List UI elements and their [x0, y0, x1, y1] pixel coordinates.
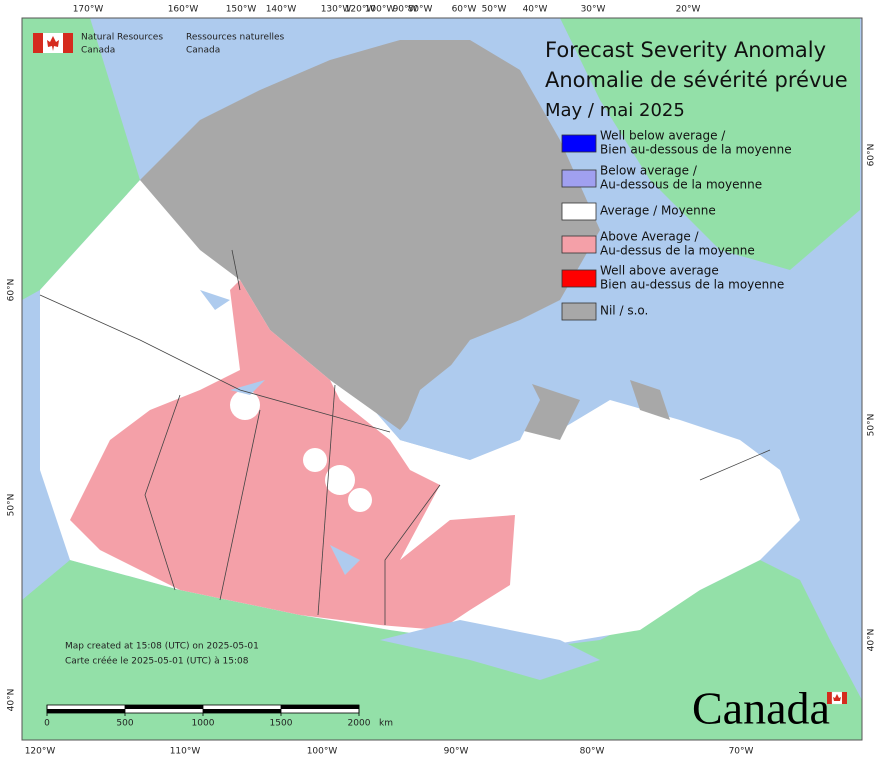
legend-label: Bien au-dessous de la moyenne [600, 143, 792, 157]
graticule-label: 30°W [581, 5, 606, 15]
legend-swatch [561, 202, 597, 221]
boundaries [39, 249, 771, 625]
scale-bar-segment [281, 705, 359, 709]
graticule-label: 110°W [170, 747, 201, 757]
graticule-label: 60°N [867, 144, 877, 167]
graticule-label: 50°N [867, 414, 877, 437]
graticule-label: 70°W [729, 747, 754, 757]
scale-bar: 0 500 1000 1500 2000 km [44, 704, 393, 729]
graticule-label: 60°W [452, 5, 477, 15]
graticule-label: 150°W [226, 5, 257, 15]
graticule-label: 120°W [25, 747, 56, 757]
graticule-label: 40°N [867, 629, 877, 652]
scale-label: 500 [116, 719, 133, 729]
legend-swatch [561, 269, 597, 288]
subtitle: May / mai 2025 [545, 100, 685, 121]
legend-label: Well below average / [600, 129, 726, 143]
graticule-label: 40°N [7, 689, 17, 712]
hole [230, 390, 260, 420]
scale-bar-segment [47, 709, 125, 713]
nrcan-logo [33, 33, 73, 53]
wordmark: Canada [692, 683, 830, 734]
scale-label: 0 [44, 719, 50, 729]
scale-bar-segment [125, 705, 203, 709]
canada-nil [140, 40, 600, 430]
legend-label: Average / Moyenne [600, 204, 716, 218]
scale-unit: km [379, 719, 393, 729]
legend-label: Bien au-dessus de la moyenne [600, 278, 784, 292]
legend: Well below average /Bien au-dessous de l… [561, 129, 792, 321]
graticule-label: 50°N [7, 494, 17, 517]
canada-nil-2 [520, 380, 670, 440]
map-body [21, 17, 863, 741]
graticule-label: 80°W [580, 747, 605, 757]
graticule-label: 100°W [365, 5, 396, 15]
graticule-label: 80°W [408, 5, 433, 15]
scale-label: 1500 [270, 719, 293, 729]
graticule-label: 40°W [523, 5, 548, 15]
title: Anomalie de sévérité prévue [545, 68, 848, 92]
graticule-label: 120°W [345, 5, 376, 15]
hole [303, 448, 327, 472]
scale-label: 1000 [192, 719, 215, 729]
agency-fr: Ressources naturelles [186, 33, 285, 43]
canada-wordmark: Canada [692, 683, 847, 734]
graticule-label: 90°W [444, 747, 469, 757]
legend-label: Au-dessous de la moyenne [600, 178, 762, 192]
hole [325, 465, 355, 495]
graticule-label: 170°W [73, 5, 104, 15]
graticule-label: 60°N [7, 279, 17, 302]
agency-en: Canada [81, 46, 115, 56]
title: Forecast Severity Anomaly [545, 38, 826, 62]
greenland [560, 18, 860, 270]
alaska [22, 18, 140, 300]
legend-swatch [561, 302, 597, 321]
hudson-bay [400, 350, 540, 460]
agency-en: Natural Resources [81, 33, 163, 43]
legend-label: Nil / s.o. [600, 304, 648, 318]
legend-swatch [561, 134, 597, 153]
scale-bar-segment [203, 709, 281, 713]
graticule-label: 140°W [266, 5, 297, 15]
graticule-label: 100°W [307, 747, 338, 757]
graticule-label: 160°W [168, 5, 199, 15]
map-frame [21, 17, 863, 741]
legend-label: Well above average [600, 264, 719, 278]
credit: Map created at 15:08 (UTC) on 2025-05-01 [65, 642, 259, 652]
graticule-label: 130°W [321, 5, 352, 15]
legend-swatch [561, 169, 597, 188]
legend-swatch [561, 235, 597, 254]
great-lakes [380, 620, 600, 680]
credit: Carte créée le 2025-05-01 (UTC) à 15:08 [65, 656, 249, 667]
scale-label: 2000 [348, 719, 371, 729]
hole [348, 488, 372, 512]
graticule-label: 50°W [482, 5, 507, 15]
graticule-label: 20°W [676, 5, 701, 15]
graticule-label: 90°W [393, 5, 418, 15]
agency-fr: Canada [186, 46, 220, 56]
legend-label: Au-dessus de la moyenne [600, 244, 755, 258]
legend-label: Below average / [600, 164, 698, 178]
canada-above-average [70, 280, 515, 630]
legend-label: Above Average / [600, 230, 700, 244]
